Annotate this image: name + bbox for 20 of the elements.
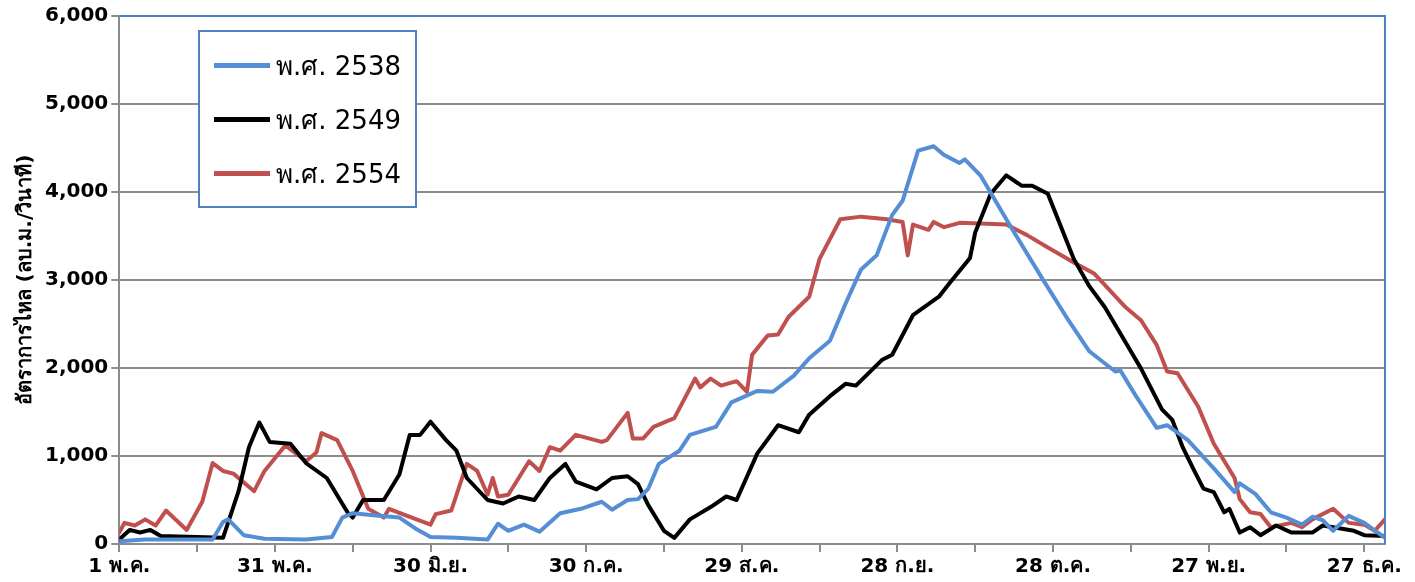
y-tick-label: 0 [94, 530, 109, 555]
y-tick-label: 6,000 [45, 2, 109, 27]
y-tick-label: 2,000 [45, 354, 109, 379]
y-axis-title: อัตราการไหล (ลบ.ม./วินาที) [12, 154, 37, 406]
x-tick-label: 28 ต.ค. [1015, 553, 1091, 578]
x-tick-label: 31 พ.ค. [236, 553, 313, 578]
x-tick-label: 30 ก.ค. [548, 553, 624, 578]
y-tick-label: 5,000 [45, 90, 109, 115]
x-tick-label: 30 มิ.ย. [393, 553, 469, 578]
legend-label: พ.ศ. 2538 [276, 49, 401, 83]
x-tick-label: 27 ธ.ค. [1326, 553, 1402, 578]
x-tick-label: 27 พ.ย. [1171, 553, 1247, 578]
y-tick-label: 3,000 [45, 266, 109, 291]
legend-label: พ.ศ. 2554 [276, 157, 401, 191]
x-tick-label: 1 พ.ค. [88, 553, 151, 578]
y-tick-label: 4,000 [45, 178, 109, 203]
y-tick-label: 1,000 [45, 442, 109, 467]
legend-label: พ.ศ. 2549 [276, 103, 401, 137]
x-tick-label: 28 ก.ย. [860, 553, 935, 578]
x-tick-label: 29 ส.ค. [704, 553, 780, 578]
